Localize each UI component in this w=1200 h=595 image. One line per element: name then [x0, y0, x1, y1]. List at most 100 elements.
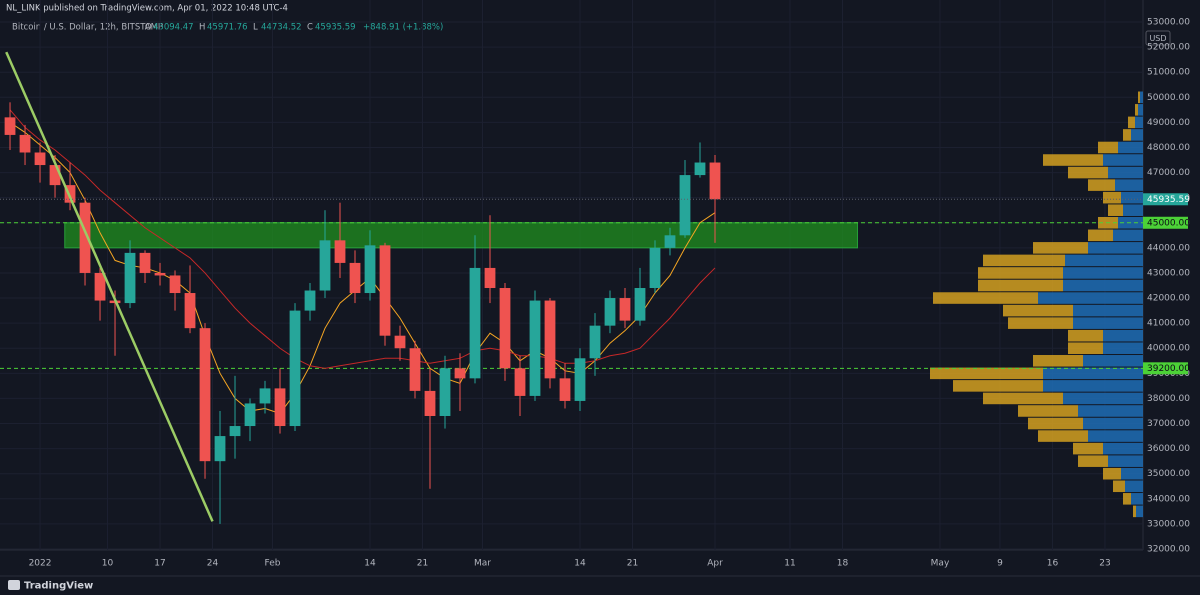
candle-body [634, 288, 646, 321]
profile-buy [1065, 254, 1143, 267]
moving-average [9, 109, 716, 369]
x-tick-label: 17 [154, 559, 165, 569]
candle-body [604, 298, 616, 326]
profile-buy [1131, 129, 1143, 141]
level-label: 39200.00 [1147, 364, 1190, 374]
ohlc-key: H [199, 23, 205, 33]
profile-buy [1140, 91, 1143, 104]
candle-body [649, 247, 661, 289]
profile-buy [1108, 455, 1143, 467]
candle-body [379, 245, 391, 336]
profile-buy [1103, 329, 1143, 342]
candle-body [229, 426, 241, 437]
candle-body [319, 240, 331, 291]
candle-body [559, 378, 571, 401]
candle-body [154, 272, 166, 276]
last-price-tag [1143, 193, 1188, 206]
profile-buy [1088, 242, 1143, 254]
y-tick-label: 47000.00 [1147, 168, 1190, 178]
ohlc-key: O [145, 23, 152, 33]
profile-sell [953, 380, 1043, 392]
profile-buy [1118, 141, 1143, 154]
profile-buy [1125, 480, 1143, 493]
candle-body [19, 134, 31, 153]
x-tick-label: Apr [707, 559, 723, 569]
y-tick-label: 49000.00 [1147, 118, 1190, 128]
y-tick-label: 48000.00 [1147, 143, 1190, 153]
candle-body [544, 300, 556, 379]
ohlc-value: 45935.59 [315, 23, 356, 33]
candle-body [694, 162, 706, 176]
level-tag [1143, 216, 1188, 229]
profile-sell [1123, 129, 1131, 141]
y-tick-label: 33000.00 [1147, 519, 1190, 529]
profile-sell [1103, 191, 1121, 204]
candle-body [439, 368, 451, 416]
profile-sell [1088, 229, 1113, 242]
candle-body [124, 252, 136, 304]
profile-sell [1028, 417, 1083, 430]
x-tick-label: 16 [1047, 559, 1059, 569]
y-tick-label: 36000.00 [1147, 444, 1190, 454]
candle-body [259, 388, 271, 404]
ohlc-key: C [307, 23, 313, 33]
profile-sell [1003, 304, 1073, 317]
profile-sell [930, 367, 1043, 380]
y-tick-label: 53000.00 [1147, 18, 1190, 28]
ohlc-key: L [253, 23, 258, 33]
profile-buy [1063, 392, 1143, 405]
ohlc-header: O 45094.47 H 45971.76 L 44734.52 C 45935.59 +848… [145, 23, 443, 33]
candle-body [49, 165, 61, 186]
profile-sell [1018, 405, 1078, 417]
ohlc-value: 44734.52 [261, 23, 302, 33]
profile-sell [978, 267, 1063, 279]
y-tick-label: 35000.00 [1147, 469, 1190, 479]
profile-buy [1103, 442, 1143, 455]
profile-sell [983, 254, 1065, 267]
candle-body [79, 202, 91, 273]
y-tick-label: 43000.00 [1147, 268, 1190, 278]
profile-sell [933, 292, 1038, 304]
ohlc-value: 45094.47 [153, 23, 194, 33]
profile-buy [1078, 405, 1143, 417]
profile-buy [1083, 355, 1143, 367]
profile-sell [1078, 455, 1108, 467]
candle-body [244, 403, 256, 427]
x-tick-label: 24 [207, 559, 219, 569]
profile-sell [1135, 104, 1138, 116]
y-tick-label: 38000.00 [1147, 394, 1190, 404]
candle-body [304, 290, 316, 311]
candle-body [574, 358, 586, 401]
profile-buy [1136, 505, 1143, 518]
candle-body [664, 235, 676, 248]
profile-buy [1063, 279, 1143, 292]
profile-buy [1121, 467, 1143, 480]
y-tick-label: 40000.00 [1147, 344, 1190, 354]
candle-body [454, 368, 466, 379]
trendline [5, 51, 214, 522]
candle-body [499, 288, 511, 369]
y-tick-label: 50000.00 [1147, 93, 1190, 103]
candle-body [334, 240, 346, 263]
profile-buy [1138, 104, 1143, 116]
profile-sell [1138, 91, 1140, 104]
profile-buy [1063, 267, 1143, 279]
x-tick-label: 10 [102, 559, 114, 569]
profile-buy [1121, 191, 1143, 204]
x-tick-label: 9 [997, 559, 1003, 569]
x-tick-label: 21 [627, 559, 638, 569]
candle-body [289, 310, 301, 427]
profile-buy [1113, 229, 1143, 242]
candle-body [94, 272, 106, 301]
profile-buy [1103, 154, 1143, 166]
profile-buy [1073, 317, 1143, 329]
candle-body [679, 175, 691, 236]
profile-buy [1043, 367, 1143, 380]
profile-buy [1038, 292, 1143, 304]
candle-body [139, 252, 151, 273]
profile-buy [1088, 430, 1143, 442]
y-tick-label: 41000.00 [1147, 319, 1190, 329]
profile-buy [1123, 204, 1143, 216]
profile-sell [1068, 329, 1103, 342]
